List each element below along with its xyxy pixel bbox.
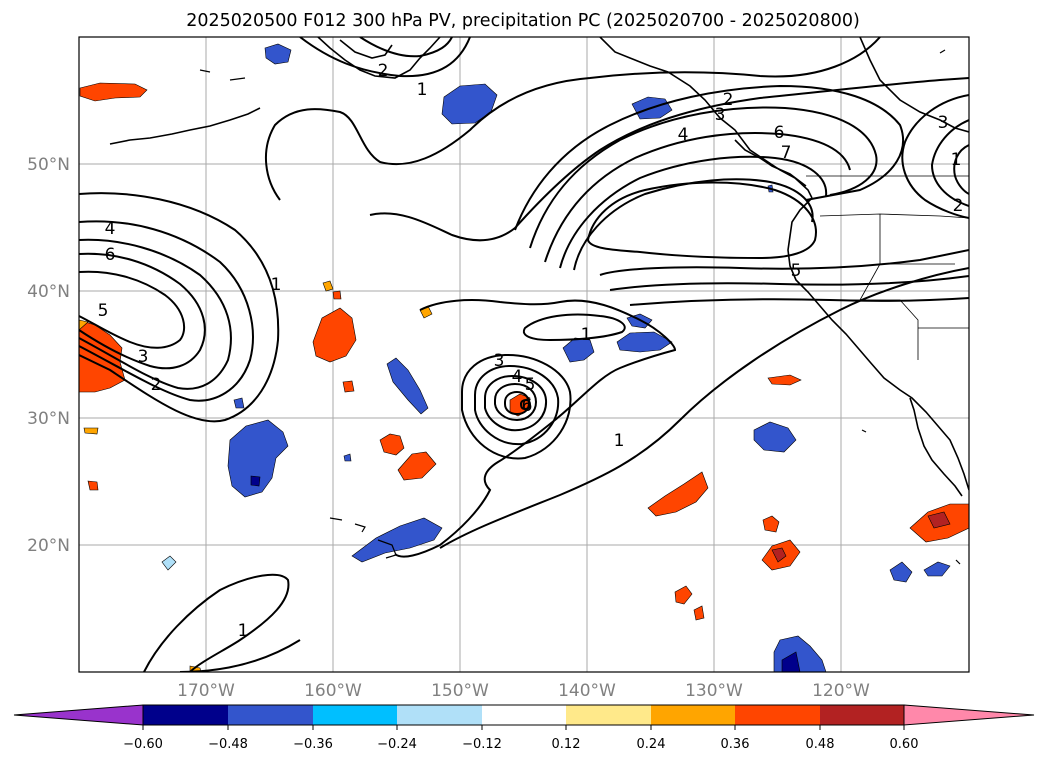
colorbar-segment: [143, 705, 228, 725]
pv-label: 2: [151, 375, 162, 395]
colorbar-segment: [820, 705, 904, 725]
pv-label: 5: [525, 375, 536, 395]
colorbar-tick-label: 0.36: [721, 737, 750, 752]
lat-label: 30°N: [27, 409, 70, 429]
colorbar-tick-label: −0.36: [293, 737, 333, 752]
colorbar-tick-label: −0.24: [377, 737, 417, 752]
pv-label: 1: [238, 621, 249, 641]
pv-label: 2: [723, 90, 734, 110]
map-plot-area: 2 1 2 3 4 6 7 3 1 2 5 4 6 5 1 3 2 1 3 4 …: [79, 37, 969, 672]
colorbar-tick-label: 0.48: [806, 737, 835, 752]
colorbar-tick-label: 0.60: [890, 737, 919, 752]
pv-label: 5: [791, 261, 802, 281]
pv-label: 6: [774, 123, 785, 143]
lat-label: 50°N: [27, 155, 70, 175]
precip-anomaly-fills: [79, 43, 969, 672]
pv-label: 1: [581, 325, 592, 345]
lon-label: 150°W: [431, 681, 489, 701]
pv-label: 1: [417, 80, 428, 100]
colorbar: −0.60 −0.48 −0.36 −0.24 −0.12 0.12 0.24 …: [13, 704, 1035, 752]
islands: [199, 49, 961, 565]
pv-label: 1: [951, 150, 962, 170]
colorbar-segment: [397, 705, 482, 725]
pv-label: 1: [271, 275, 282, 295]
pv-label: 3: [494, 351, 505, 371]
pv-label: 2: [953, 196, 964, 216]
pv-label: 1: [614, 431, 625, 451]
pv-label: 3: [138, 347, 149, 367]
map-title: 2025020500 F012 300 hPa PV, precipitatio…: [186, 11, 860, 31]
colorbar-segment: [651, 705, 735, 725]
pv-label: 4: [105, 219, 116, 239]
colorbar-segment: [566, 705, 651, 725]
pv-label: 7: [781, 143, 792, 163]
colorbar-tick-label: −0.48: [208, 737, 248, 752]
pv-label: 3: [715, 105, 726, 125]
colorbar-segment: [482, 705, 566, 725]
pv-label: 6: [522, 396, 533, 416]
pv-label: 6: [105, 245, 116, 265]
colorbar-tick-label: −0.60: [123, 737, 163, 752]
pv-label: 5: [98, 301, 109, 321]
coastlines: [109, 37, 969, 497]
pv-label: 4: [512, 367, 523, 387]
colorbar-tick-label: 0.24: [637, 737, 666, 752]
colorbar-extend-low: [13, 704, 144, 726]
colorbar-segment: [313, 705, 397, 725]
lon-label: 130°W: [685, 681, 743, 701]
colorbar-frame: [142, 704, 905, 726]
colorbar-tick-label: 0.12: [552, 737, 581, 752]
lon-label: 120°W: [812, 681, 870, 701]
lon-label: 160°W: [304, 681, 362, 701]
colorbar-segment: [735, 705, 820, 725]
pv-contour-labels: 2 1 2 3 4 6 7 3 1 2 5 4 6 5 1 3 2 1 3 4 …: [98, 61, 964, 641]
pv-label: 2: [378, 61, 389, 81]
colorbar-segment: [228, 705, 313, 725]
lon-label: 140°W: [558, 681, 616, 701]
pv-contours: [79, 37, 969, 672]
longitude-labels: 170°W 160°W 150°W 140°W 130°W 120°W: [177, 681, 870, 701]
map-frame: [78, 36, 970, 673]
lat-label: 20°N: [27, 536, 70, 556]
latitude-labels: 50°N 40°N 30°N 20°N: [27, 155, 70, 556]
colorbar-extend-high: [903, 704, 1035, 726]
lon-label: 170°W: [177, 681, 235, 701]
lat-label: 40°N: [27, 282, 70, 302]
pv-label: 3: [938, 113, 949, 133]
colorbar-tick-label: −0.12: [462, 737, 502, 752]
pv-label: 4: [678, 125, 689, 145]
